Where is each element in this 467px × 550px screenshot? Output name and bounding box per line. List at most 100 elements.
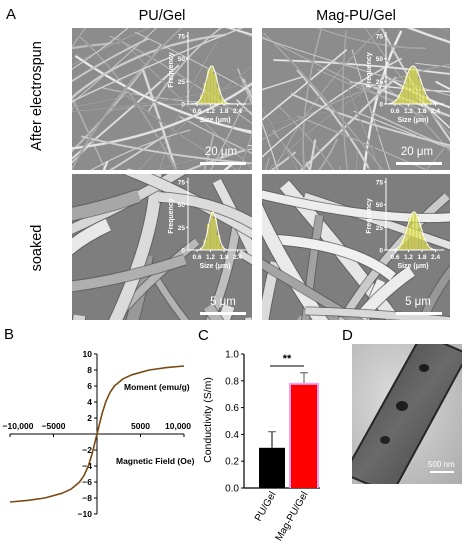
fiber — [262, 108, 345, 128]
fiber — [305, 307, 450, 320]
fiber — [296, 69, 371, 170]
fiber — [262, 32, 384, 170]
fiber — [300, 76, 397, 170]
category-label: PU/Gel — [253, 490, 279, 523]
fiber — [350, 266, 415, 320]
fiber — [302, 214, 324, 320]
x-tick-label: 1.8 — [417, 108, 426, 115]
fiber — [267, 78, 384, 170]
fiber — [370, 111, 450, 149]
histogram-bar — [210, 65, 214, 105]
fiber — [262, 37, 450, 97]
fiber — [308, 139, 317, 170]
fiber-texture — [72, 174, 252, 320]
fit-curve — [388, 211, 437, 251]
fiber — [72, 64, 180, 160]
fiber — [262, 261, 281, 320]
y-tick-label: 0.0 — [225, 484, 239, 495]
fiber — [158, 192, 252, 229]
x-tick-label: 2.4 — [233, 254, 242, 261]
fiber — [316, 68, 450, 118]
x-tick-label: −10,000 — [3, 421, 34, 431]
fiber — [72, 94, 107, 170]
x-tick-label: 10,000 — [165, 421, 191, 431]
inset-y-label: Frequency — [168, 198, 175, 234]
inset-x-label: Size (μm) — [199, 117, 230, 124]
scale-bar-label: 20 μm — [204, 146, 238, 158]
y-tick-label: 0 — [379, 248, 383, 255]
histogram-bar — [415, 214, 419, 251]
fiber — [212, 179, 252, 262]
conductivity-chart: Conductivity (S/m) ** 0.0 0.2 0.4 0.6 0.8 1.0… — [202, 350, 320, 543]
x-tick-label: 1.2 — [404, 108, 413, 115]
fiber — [262, 190, 450, 223]
fiber — [186, 147, 252, 170]
y-tick-label: 50 — [178, 56, 186, 63]
fiber — [342, 30, 349, 170]
y-tick-label: −10 — [78, 509, 93, 519]
y-tick-label: 8 — [87, 365, 92, 375]
y-tick-label: 0.2 — [225, 457, 239, 468]
x-tick-label: 5000 — [131, 421, 150, 431]
x-tick-label: 1.8 — [219, 254, 228, 261]
histogram-bar — [411, 211, 415, 251]
inset-x-label: Size (μm) — [199, 263, 230, 270]
scale-bar — [200, 312, 246, 315]
fiber — [109, 35, 252, 124]
histogram-bar — [213, 73, 217, 105]
magnetization-chart: Moment (emu/g) Magnetic Field (Oe) 10 8 6 4… — [3, 349, 195, 519]
y-tick-label: 10 — [83, 349, 93, 359]
x-tick-label: 1.8 — [219, 108, 228, 115]
fiber-texture — [262, 174, 450, 320]
x-tick-label: 0.6 — [192, 108, 201, 115]
y-tick-label: 75 — [376, 180, 384, 187]
y-tick-label: 4 — [87, 397, 92, 407]
fiber — [237, 68, 252, 106]
y-tick-label: 0.4 — [225, 430, 239, 441]
histogram-bar — [418, 79, 422, 105]
fiber — [72, 189, 141, 221]
y-tick-label: 75 — [178, 180, 186, 187]
y-tick-label: 0.6 — [225, 403, 239, 414]
fiber — [81, 135, 252, 165]
x-tick-label: −5000 — [42, 421, 66, 431]
fiber — [72, 81, 252, 112]
y-tick-label: 50 — [376, 56, 384, 63]
fiber — [145, 262, 189, 320]
fiber — [72, 254, 187, 292]
y-tick-label: −4 — [82, 461, 92, 471]
row-header-soaked: soaked — [29, 224, 45, 272]
fiber — [276, 104, 334, 170]
y-tick-label: 0 — [379, 102, 383, 109]
fiber — [72, 28, 183, 170]
fiber — [72, 28, 129, 70]
histogram-bar — [210, 211, 214, 251]
fiber — [412, 126, 436, 170]
y-tick-label: −2 — [82, 445, 92, 455]
y-tick-label: 6 — [87, 381, 92, 391]
y-tick-label: 75 — [178, 34, 186, 41]
fiber — [72, 33, 226, 99]
fiber — [363, 82, 450, 118]
y-tick-label: 25 — [178, 225, 186, 232]
category-label: Mag-PU/Gel — [274, 490, 311, 543]
tem-image: 500 nm — [352, 344, 462, 484]
fiber — [74, 55, 252, 133]
fiber — [77, 34, 177, 170]
fiber — [274, 234, 396, 281]
scale-bar — [396, 162, 442, 165]
bar — [291, 384, 317, 488]
column-header-mag-pu-gel: Mag-PU/Gel — [316, 8, 396, 24]
x-tick-label: 1.2 — [206, 108, 215, 115]
scale-bar — [430, 471, 454, 473]
fit-curve — [388, 65, 437, 105]
fiber — [123, 93, 239, 170]
histogram-bar — [411, 65, 415, 105]
fiber — [90, 129, 191, 170]
y-tick-label: 1.0 — [225, 350, 239, 361]
y-tick-label: 25 — [376, 225, 384, 232]
x-tick-label: 1.8 — [417, 254, 426, 261]
y-tick-label: 25 — [376, 79, 384, 86]
fiber — [262, 75, 304, 91]
inset-y-label: Frequency — [168, 52, 175, 88]
